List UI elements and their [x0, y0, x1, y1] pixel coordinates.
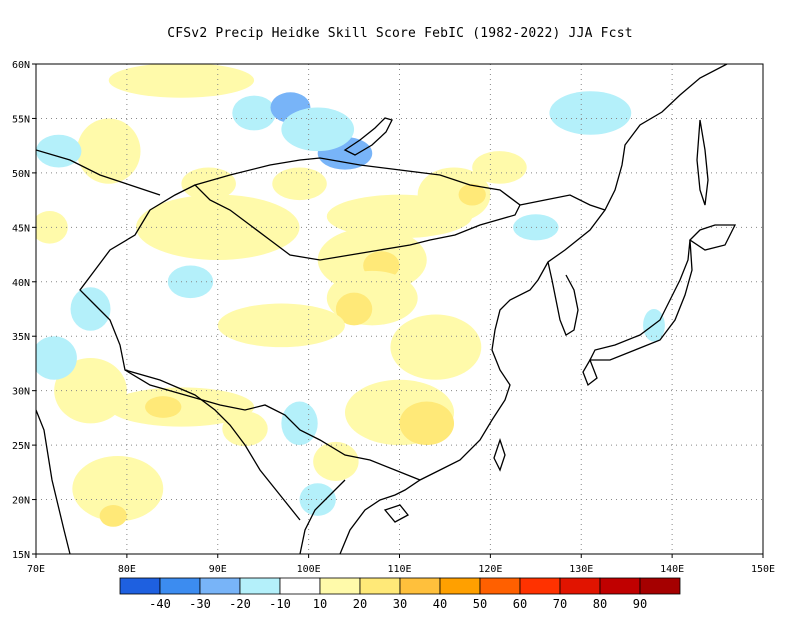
coastline-korea: [547, 261, 579, 336]
colorbar-label-5: 20: [353, 597, 367, 611]
lon-label-140: 140E: [660, 564, 684, 575]
lon-label-120: 120E: [478, 564, 502, 575]
border-russia: [36, 149, 606, 211]
latitude-tick-labels: 15N 20N 25N 30N 35N 40N 45N 50N 55N 60N: [12, 60, 36, 561]
lat-label-25: 25N: [12, 441, 30, 452]
colorbar-label-0: -40: [149, 597, 171, 611]
lat-label-50: 50N: [12, 169, 30, 180]
island-hainan: [383, 504, 409, 523]
coastlines-and-borders: [36, 64, 737, 554]
skill-region-10: [135, 194, 300, 260]
skill-region-6: [549, 91, 632, 135]
skill-region-35: [181, 167, 236, 201]
colorbar-swatch-4: [279, 577, 321, 595]
skill-region-31: [70, 287, 111, 331]
border-china-west: [79, 184, 421, 481]
colorbar-label-8: 50: [473, 597, 487, 611]
lat-label-55: 55N: [12, 114, 30, 125]
skill-region-14: [335, 292, 373, 326]
skill-region-25: [145, 396, 182, 418]
skill-region-17: [458, 183, 486, 206]
colorbar-swatch-10: [519, 577, 561, 595]
island-sakhalin: [696, 119, 709, 206]
skill-region-19: [513, 214, 559, 241]
colorbar-label-12: 90: [633, 597, 647, 611]
lat-label-35: 35N: [12, 332, 30, 343]
colorbar-label-4: 10: [313, 597, 327, 611]
colorbar-swatch-2: [199, 577, 241, 595]
skill-region-34: [299, 483, 336, 516]
lon-label-150: 150E: [751, 564, 775, 575]
lat-label-60: 60N: [12, 60, 30, 71]
lon-label-70: 70E: [27, 564, 45, 575]
island-honshu: [588, 239, 693, 361]
skill-region-23: [399, 401, 455, 446]
colorbar-swatch-9: [479, 577, 521, 595]
colorbar-label-7: 40: [433, 597, 447, 611]
colorbar-swatch-1: [159, 577, 201, 595]
longitude-tick-labels: 70E 80E 90E 100E 110E 120E 130E 140E 150E: [27, 554, 775, 575]
skill-region-33: [281, 401, 318, 446]
colorbar: -40 -30 -20 -10 10 20 30 40 50 60 70 80 90: [119, 577, 681, 611]
lat-label-40: 40N: [12, 278, 30, 289]
colorbar-label-11: 80: [593, 597, 607, 611]
island-hokkaido: [688, 224, 737, 251]
border-mongolia: [193, 157, 521, 261]
lon-label-100: 100E: [297, 564, 321, 575]
skill-region-9: [36, 134, 82, 168]
island-taiwan: [493, 437, 506, 472]
skill-region-29: [99, 505, 127, 527]
skill-region-16: [417, 167, 491, 222]
skill-shading-layer: [36, 64, 665, 527]
skill-region-30: [36, 336, 77, 380]
colorbar-label-1: -30: [189, 597, 211, 611]
lat-label-30: 30N: [12, 387, 30, 398]
skill-region-27: [54, 358, 127, 424]
lat-label-45: 45N: [12, 223, 30, 234]
colorbar-label-6: 30: [393, 597, 407, 611]
skill-region-18: [472, 151, 527, 184]
skill-region-4: [281, 107, 355, 152]
lon-label-90: 90E: [209, 564, 227, 575]
lake-baikal: [343, 117, 393, 156]
skill-region-21: [217, 303, 345, 348]
colorbar-swatch-6: [359, 577, 401, 595]
colorbar-label-9: 60: [513, 597, 527, 611]
colorbar-swatch-3: [239, 577, 281, 595]
colorbar-swatch-11: [559, 577, 601, 595]
island-kyushu: [582, 358, 598, 387]
colorbar-label-10: 70: [553, 597, 567, 611]
lon-label-130: 130E: [569, 564, 593, 575]
map-title: CFSv2 Precip Heidke Skill Score FebIC (1…: [167, 26, 633, 41]
skill-region-36: [272, 167, 327, 201]
coastline-india-west: [36, 409, 71, 554]
skill-region-20: [390, 314, 482, 380]
colorbar-swatch-8: [439, 577, 481, 595]
lon-label-80: 80E: [118, 564, 136, 575]
skill-region-28: [72, 456, 164, 522]
graticule: [36, 64, 763, 554]
colorbar-swatch-12: [599, 577, 641, 595]
border-himalaya: [124, 369, 301, 521]
colorbar-label-3: -10: [269, 597, 291, 611]
skill-region-7: [76, 118, 141, 184]
skill-region-37: [313, 441, 359, 482]
skill-region-1: [232, 95, 276, 131]
colorbar-swatch-13: [639, 577, 681, 595]
coastline-east-asia: [339, 64, 728, 554]
colorbar-swatch-7: [399, 577, 441, 595]
lat-label-15: 15N: [12, 550, 30, 561]
lon-label-110: 110E: [387, 564, 411, 575]
skill-region-0: [108, 64, 255, 98]
skill-region-26: [222, 411, 268, 447]
colorbar-label-2: -20: [229, 597, 251, 611]
lat-label-20: 20N: [12, 496, 30, 507]
colorbar-swatch-0: [119, 577, 161, 595]
skill-region-32: [167, 265, 214, 299]
colorbar-swatch-5: [319, 577, 361, 595]
coastline-indochina: [299, 479, 346, 554]
